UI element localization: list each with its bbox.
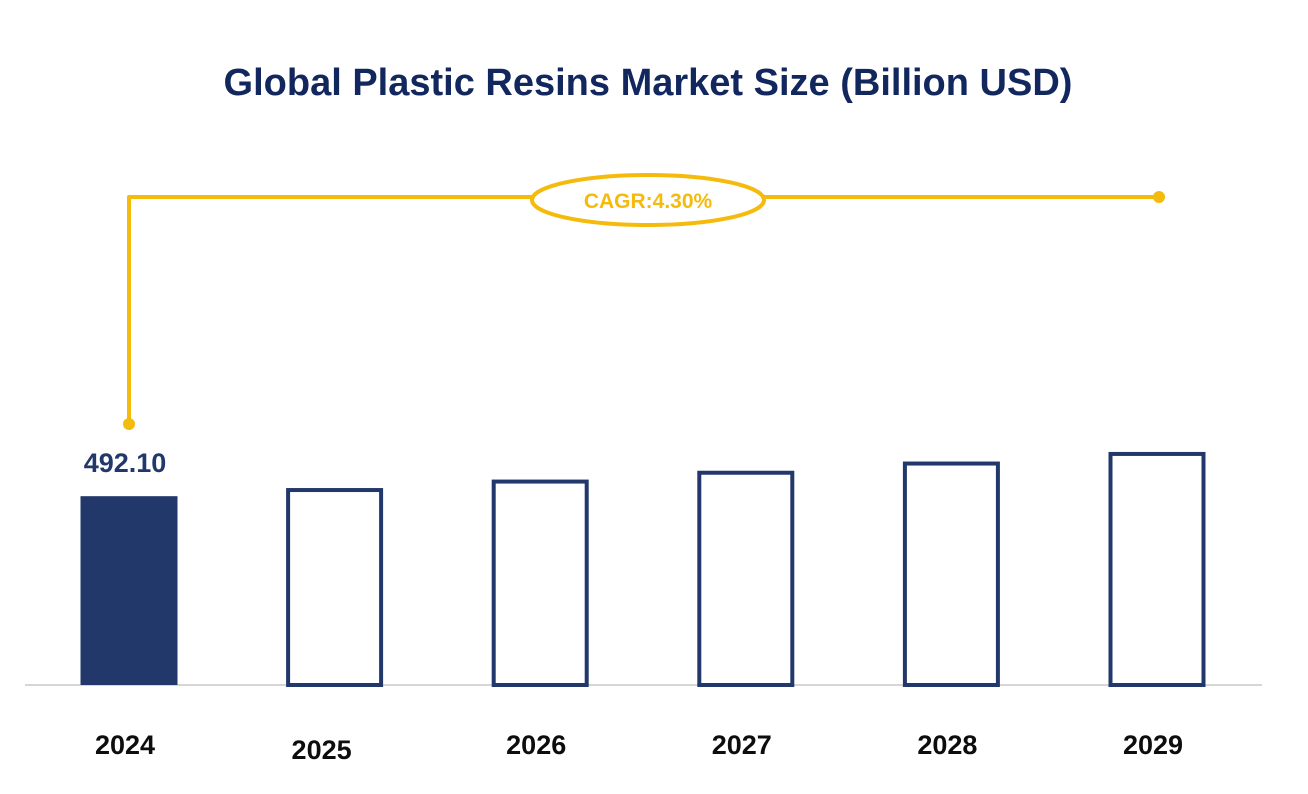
bar-2025 xyxy=(286,488,384,687)
chart-title: Global Plastic Resins Market Size (Billi… xyxy=(224,62,1073,104)
x-tick-label-2028: 2028 xyxy=(917,730,977,760)
x-tick-label-2029: 2029 xyxy=(1123,730,1183,760)
bar-2026 xyxy=(491,479,589,687)
bar-2029 xyxy=(1108,451,1206,687)
cagr-start-dot xyxy=(123,418,135,430)
bars-group xyxy=(80,451,1206,687)
x-tick-label-2025: 2025 xyxy=(292,735,352,765)
x-tick-label-2027: 2027 xyxy=(712,730,772,760)
cagr-end-dot xyxy=(1153,191,1165,203)
cagr-connector-line xyxy=(127,195,1159,424)
x-tick-label-2026: 2026 xyxy=(506,730,566,760)
cagr-label: CAGR:4.30% xyxy=(584,190,713,213)
bar-2027 xyxy=(697,470,795,687)
value-labels-group: 492.10 xyxy=(84,448,167,478)
value-label-2024: 492.10 xyxy=(84,448,167,478)
bar-2024 xyxy=(80,496,178,685)
x-tick-labels-group: 2024 2025 2026 2027 2028 2029 xyxy=(95,730,1183,765)
cagr-badge xyxy=(530,173,766,227)
x-tick-label-2024: 2024 xyxy=(95,730,155,760)
bar-2028 xyxy=(902,461,1000,687)
cagr-annotation: CAGR:4.30% xyxy=(123,173,1165,430)
